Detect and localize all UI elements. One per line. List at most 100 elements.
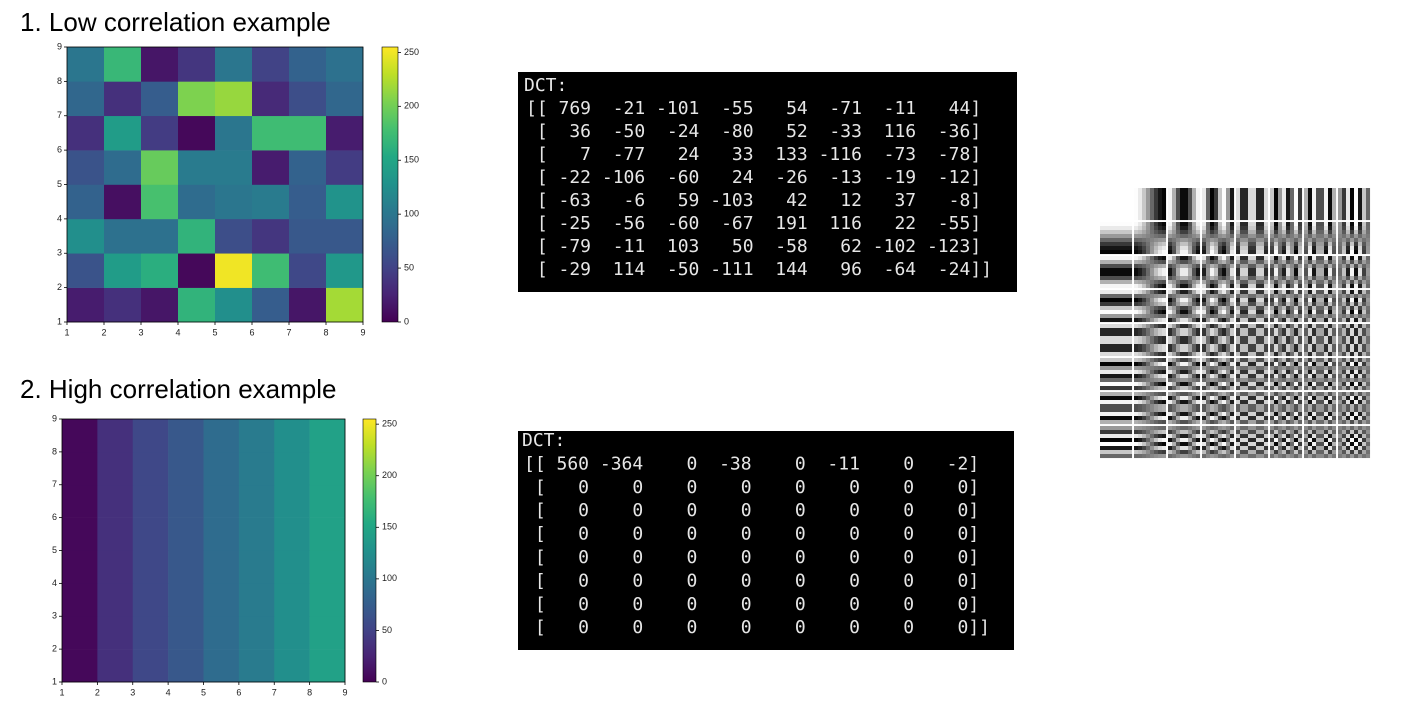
basis-pixel [1290,336,1295,341]
basis-pixel [1154,234,1159,239]
basis-pixel [1248,396,1253,401]
basis-pixel [1328,416,1333,421]
basis-pixel [1150,192,1155,197]
basis-pixel [1168,374,1173,379]
basis-pixel [1332,196,1337,201]
basis-pixel [1128,280,1133,285]
basis-pixel [1116,226,1121,231]
basis-pixel [1338,310,1343,315]
basis-pixel [1116,392,1121,397]
basis-pixel [1324,264,1329,269]
basis-pixel [1192,328,1197,333]
basis-pixel [1342,396,1347,401]
basis-pixel [1248,302,1253,307]
basis-pixel [1286,454,1291,459]
basis-pixel [1180,396,1185,401]
basis-pixel [1256,426,1261,431]
basis-pixel [1226,412,1231,417]
basis-pixel [1338,348,1343,353]
basis-pixel [1142,204,1147,209]
basis-pixel [1180,450,1185,455]
basis-pixel [1274,238,1279,243]
basis-pixel [1142,412,1147,417]
heatmap-cell [289,150,327,185]
basis-pixel [1188,192,1193,197]
basis-pixel [1264,344,1269,349]
basis-pixel [1316,332,1321,337]
basis-pixel [1362,318,1367,323]
basis-pixel [1184,340,1189,345]
basis-pixel [1206,344,1211,349]
basis-pixel [1176,216,1181,221]
basis-pixel [1286,340,1291,345]
heatmap-cell [238,583,275,617]
basis-pixel [1162,416,1167,421]
basis-pixel [1202,430,1207,435]
basis-pixel [1210,234,1215,239]
basis-pixel [1328,396,1333,401]
basis-pixel [1316,318,1321,323]
heatmap-cell [178,287,216,323]
basis-pixel [1304,208,1309,213]
heatmap-cell [238,616,275,650]
colorbar-tick-label: 0 [404,316,409,326]
basis-pixel [1104,234,1109,239]
basis-pixel [1218,332,1223,337]
basis-pixel [1124,386,1129,391]
basis-pixel [1358,336,1363,341]
basis-pixel [1218,344,1223,349]
basis-pixel [1312,430,1317,435]
basis-pixel [1282,216,1287,221]
basis-pixel [1240,264,1245,269]
basis-pixel [1154,392,1159,397]
basis-pixel [1286,400,1291,405]
basis-pixel [1206,276,1211,281]
basis-pixel [1316,340,1321,345]
basis-pixel [1142,408,1147,413]
basis-pixel [1172,310,1177,315]
basis-pixel [1210,340,1215,345]
basis-pixel [1158,188,1163,193]
basis-pixel [1320,226,1325,231]
basis-pixel [1260,400,1265,405]
basis-pixel [1142,216,1147,221]
basis-pixel [1176,256,1181,261]
basis-pixel [1248,212,1253,217]
basis-pixel [1308,336,1313,341]
basis-pixel [1230,366,1235,371]
basis-pixel [1256,188,1261,193]
basis-pixel [1100,344,1105,349]
basis-pixel [1312,374,1317,379]
basis-pixel [1324,306,1329,311]
basis-pixel [1358,314,1363,319]
basis-pixel [1332,242,1337,247]
basis-pixel [1350,352,1355,357]
basis-pixel [1176,226,1181,231]
basis-pixel [1206,302,1211,307]
basis-pixel [1206,366,1211,371]
basis-pixel [1202,344,1207,349]
basis-pixel [1264,412,1269,417]
basis-pixel [1206,310,1211,315]
basis-pixel [1350,234,1355,239]
basis-pixel [1312,382,1317,387]
basis-pixel [1244,192,1249,197]
basis-pixel [1162,396,1167,401]
basis-pixel [1260,310,1265,315]
basis-pixel [1362,370,1367,375]
basis-pixel [1184,256,1189,261]
basis-pixel [1240,318,1245,323]
basis-pixel [1192,386,1197,391]
basis-pixel [1294,318,1299,323]
basis-pixel [1218,246,1223,251]
heatmap-cell [97,649,134,683]
basis-pixel [1108,366,1113,371]
basis-pixel [1124,396,1129,401]
basis-pixel [1120,454,1125,459]
basis-pixel [1256,276,1261,281]
basis-pixel [1252,378,1257,383]
basis-pixel [1230,396,1235,401]
basis-pixel [1162,348,1167,353]
heatmap-cell [168,550,204,584]
basis-pixel [1146,396,1151,401]
